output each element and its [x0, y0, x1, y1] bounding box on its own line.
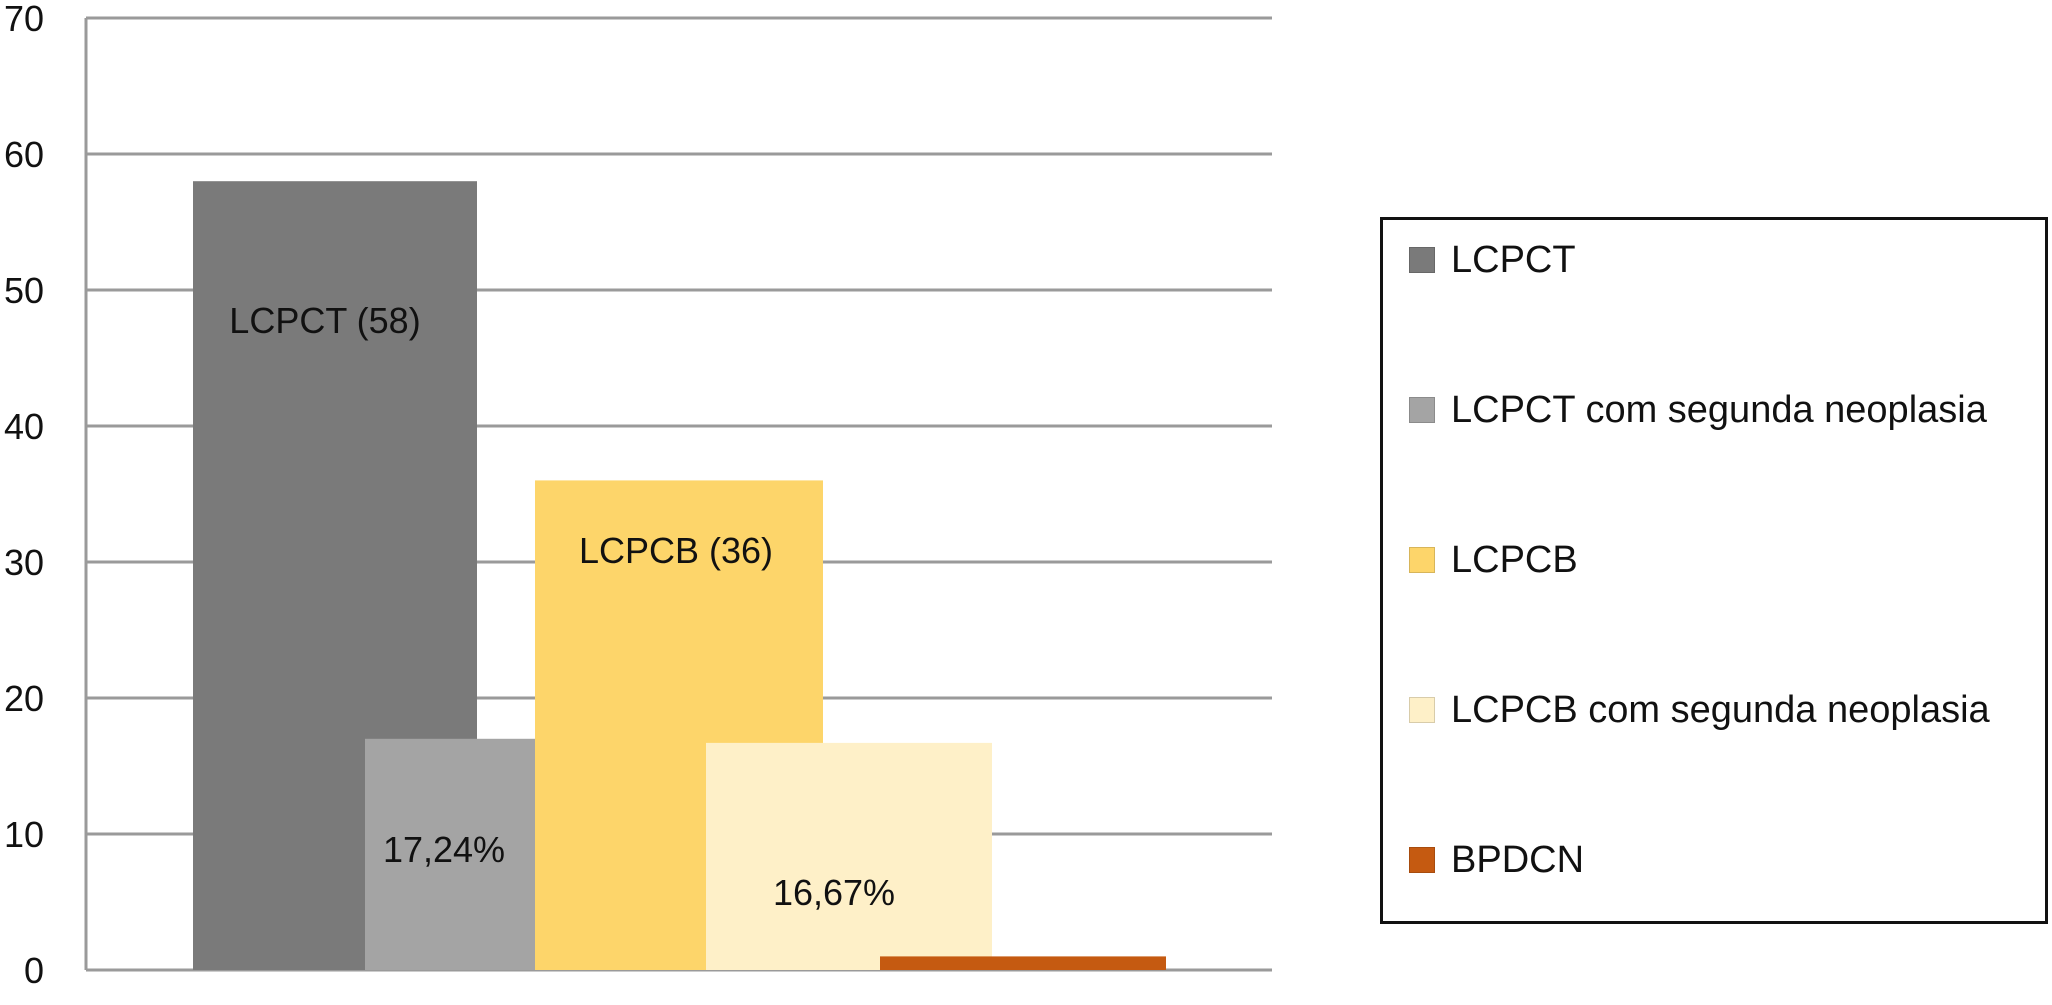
- bar-label-lcpcb-com-segunda-neoplasia: 16,67%: [773, 872, 895, 913]
- legend-item-lcpcb-segunda-neoplasia: LCPCB com segunda neoplasia: [1409, 685, 1990, 735]
- legend-swatch-bpdcn: [1409, 847, 1435, 873]
- legend-swatch-lcpct: [1409, 247, 1435, 273]
- y-tick-label-60: 60: [4, 134, 44, 175]
- legend-swatch-lcpcb-segunda-neoplasia: [1409, 697, 1435, 723]
- legend-label-lcpcb-segunda-neoplasia: LCPCB com segunda neoplasia: [1451, 688, 1990, 731]
- legend-label-bpdcn: BPDCN: [1451, 838, 1585, 881]
- legend-item-lcpcb: LCPCB: [1409, 535, 1578, 585]
- bar-label-lcpcb: LCPCB (36): [579, 530, 773, 571]
- y-tick-label-50: 50: [4, 270, 44, 311]
- bar-lcpcb-com-segunda-neoplasia: [706, 742, 992, 970]
- legend-label-lcpcb: LCPCB: [1451, 538, 1578, 581]
- bar-bpdcn: [880, 956, 1166, 970]
- legend-label-lcpct-segunda-neoplasia: LCPCT com segunda neoplasia: [1451, 388, 1987, 431]
- y-axis: 0 10 20 30 40 50 60 70: [4, 0, 88, 991]
- bar-labels: LCPCT (58) 17,24% LCPCB (36) 16,67%: [229, 300, 895, 913]
- y-tick-label-0: 0: [24, 950, 44, 991]
- legend-item-lcpct-segunda-neoplasia: LCPCT com segunda neoplasia: [1409, 385, 1987, 435]
- legend-item-lcpct: LCPCT: [1409, 235, 1576, 285]
- legend-swatch-lcpct-segunda-neoplasia: [1409, 397, 1435, 423]
- bars: [193, 181, 1166, 970]
- legend: LCPCT LCPCT com segunda neoplasia LCPCB …: [1380, 217, 2048, 924]
- y-tick-label-40: 40: [4, 406, 44, 447]
- y-tick-label-70: 70: [4, 0, 44, 39]
- bar-label-lcpct: LCPCT (58): [229, 300, 420, 341]
- legend-item-bpdcn: BPDCN: [1409, 835, 1584, 885]
- y-tick-label-10: 10: [4, 814, 44, 855]
- bar-label-lcpct-com-segunda-neoplasia: 17,24%: [383, 829, 505, 870]
- y-tick-label-20: 20: [4, 678, 44, 719]
- y-tick-label-30: 30: [4, 542, 44, 583]
- legend-swatch-lcpcb: [1409, 547, 1435, 573]
- bar-chart: 0 10 20 30 40 50 60 70 LCPCT (58) 17,24% LCPCB (3…: [4, 0, 1272, 991]
- legend-label-lcpct: LCPCT: [1451, 238, 1576, 281]
- bar-lcpct-com-segunda-neoplasia: [365, 738, 535, 970]
